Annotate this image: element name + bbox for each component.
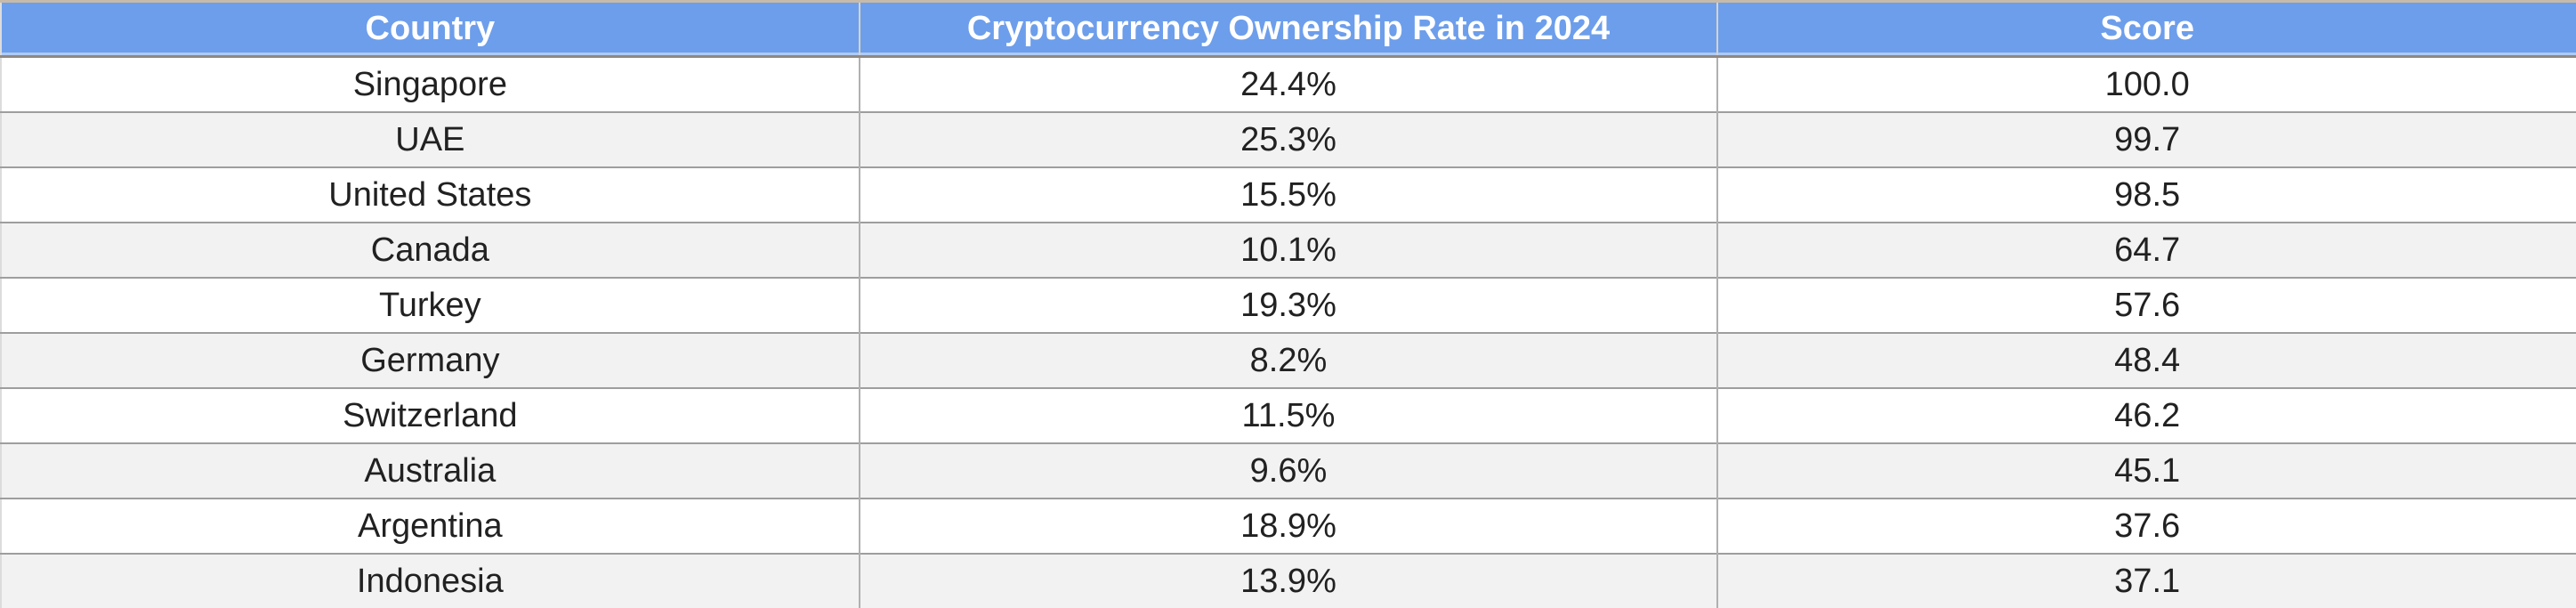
table-row: Turkey 19.3% 57.6 — [1, 277, 2576, 333]
cell-country: Germany — [1, 332, 860, 388]
header-row: Country Cryptocurrency Ownership Rate in… — [1, 1, 2576, 58]
cell-score: 48.4 — [1716, 332, 2576, 388]
table-row: Argentina 18.9% 37.6 — [1, 498, 2576, 554]
cell-ownership-rate: 24.4% — [858, 56, 1718, 112]
cell-ownership-rate: 13.9% — [858, 553, 1718, 608]
table-row: Germany 8.2% 48.4 — [1, 332, 2576, 388]
table-row: Singapore 24.4% 100.0 — [1, 56, 2576, 112]
cell-score: 37.6 — [1716, 498, 2576, 554]
cell-score: 64.7 — [1716, 222, 2576, 278]
cell-score: 37.1 — [1716, 553, 2576, 608]
cell-country: United States — [1, 166, 860, 223]
cell-score: 57.6 — [1716, 277, 2576, 333]
table-header: Country Cryptocurrency Ownership Rate in… — [1, 1, 2576, 58]
cell-ownership-rate: 9.6% — [858, 442, 1718, 499]
cell-score: 46.2 — [1716, 387, 2576, 443]
cell-ownership-rate: 11.5% — [858, 387, 1718, 443]
cell-ownership-rate: 8.2% — [858, 332, 1718, 388]
cell-score: 98.5 — [1716, 166, 2576, 223]
table-row: United States 15.5% 98.5 — [1, 166, 2576, 223]
table-body: Singapore 24.4% 100.0 UAE 25.3% 99.7 Uni… — [1, 56, 2576, 608]
header-cell-ownership-rate: Cryptocurrency Ownership Rate in 2024 — [858, 1, 1718, 58]
cell-ownership-rate: 18.9% — [858, 498, 1718, 554]
cell-score: 100.0 — [1716, 56, 2576, 112]
cell-country: Argentina — [1, 498, 860, 554]
cell-country: Canada — [1, 222, 860, 278]
cell-ownership-rate: 19.3% — [858, 277, 1718, 333]
cell-country: UAE — [1, 111, 860, 167]
cell-ownership-rate: 15.5% — [858, 166, 1718, 223]
cell-score: 99.7 — [1716, 111, 2576, 167]
cell-ownership-rate: 25.3% — [858, 111, 1718, 167]
header-cell-score: Score — [1716, 1, 2576, 58]
cell-country: Turkey — [1, 277, 860, 333]
cell-ownership-rate: 10.1% — [858, 222, 1718, 278]
table-row: UAE 25.3% 99.7 — [1, 111, 2576, 167]
cell-score: 45.1 — [1716, 442, 2576, 499]
table-row: Canada 10.1% 64.7 — [1, 222, 2576, 278]
header-cell-country: Country — [1, 1, 860, 58]
table-row: Switzerland 11.5% 46.2 — [1, 387, 2576, 443]
table-row: Indonesia 13.9% 37.1 — [1, 553, 2576, 608]
cell-country: Singapore — [1, 56, 860, 112]
cell-country: Australia — [1, 442, 860, 499]
table-row: Australia 9.6% 45.1 — [1, 442, 2576, 499]
cell-country: Switzerland — [1, 387, 860, 443]
cell-country: Indonesia — [1, 553, 860, 608]
